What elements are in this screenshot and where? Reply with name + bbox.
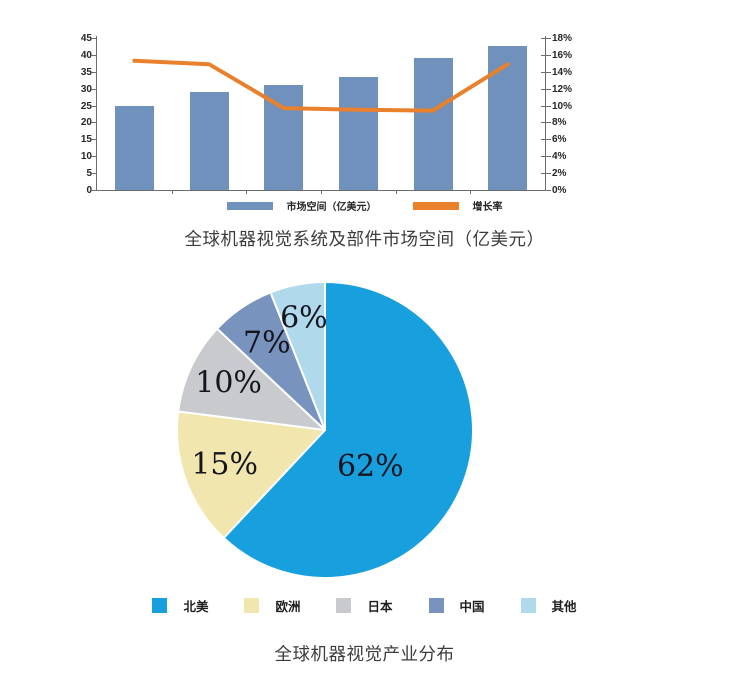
pie-legend-swatch [520,598,536,613]
right-axis-tick-mark [541,190,551,191]
legend-item: 欧洲 [244,596,300,615]
bar [114,105,154,190]
combo-chart-title: 全球机器视觉系统及部件市场空间（亿美元） [184,229,545,249]
right-y-axis-line [545,36,546,191]
pie-slice-label: 7% [243,325,291,360]
right-axis-tick-mark [541,173,551,175]
category-tick-mark [171,190,173,194]
left-axis-tick-mark [91,122,97,124]
left-axis-tick-label: 45 [80,33,92,44]
right-axis-tick-label: 0% [552,185,567,196]
right-axis-tick-mark [541,71,551,73]
category-tick-mark [246,190,248,194]
pie-slice-其他 [269,281,326,431]
right-axis-tick-label: 10% [552,100,573,112]
left-axis-tick-mark [91,88,97,90]
legend-label: 市场空间（亿美元） [286,202,377,213]
pie-slice-欧洲 [176,410,326,539]
left-axis-tick-label: 35 [80,66,92,78]
pie-chart-legend: 北美 欧洲 日本 中国 其他 [0,596,729,615]
bar [338,76,378,190]
left-axis-tick-mark [91,173,97,175]
legend-item: 北美 [152,596,208,615]
legend-item: 市场空间（亿美元） [226,198,377,213]
bar [189,92,229,190]
right-axis-tick-label: 16% [552,49,573,61]
legend-label: 日本 [367,600,393,614]
legend-label: 欧洲 [275,600,301,614]
left-axis-tick-label: 20 [80,117,92,129]
left-axis-tick-label: 25 [80,100,92,112]
pie-slice-日本 [177,327,326,431]
pie-slice-label: 62% [337,449,404,484]
right-axis-tick-mark [541,156,551,158]
right-axis-tick-label: 18% [552,33,573,44]
left-axis-tick-label: 10 [80,151,92,163]
pie-chart-title: 全球机器视觉产业分布 [274,644,455,664]
pie-slice-label: 10% [195,366,262,401]
right-axis-tick-mark [541,105,551,107]
line-legend-swatch [412,201,459,210]
legend-label: 其他 [551,600,577,614]
left-axis-tick-label: 0 [86,185,92,196]
pie-slice-北美 [222,281,474,579]
bar-legend-swatch [226,201,273,210]
legend-label: 北美 [183,600,209,614]
pie-legend-swatch [336,598,352,613]
category-tick-mark [395,190,397,194]
left-y-axis-line [96,36,97,191]
category-tick-mark [470,190,472,194]
right-axis-tick-mark [541,54,551,56]
legend-item: 其他 [520,596,577,615]
left-axis-tick-label: 15 [80,134,92,146]
pie-legend-swatch [244,598,260,613]
right-axis-tick-mark [541,139,551,141]
left-axis-tick-mark [91,156,97,158]
left-axis-tick-mark [91,190,97,191]
pie-slice-label: 6% [280,301,328,336]
right-axis-tick-mark [541,88,551,90]
growth-rate-polyline [132,58,510,113]
left-axis-tick-mark [91,105,97,107]
legend-item: 增长率 [412,198,503,213]
right-axis-tick-label: 12% [552,83,573,95]
combo-chart-legend: 市场空间（亿美元） 增长率 [0,198,729,213]
legend-item: 日本 [336,596,393,615]
category-tick-mark [321,190,322,194]
left-axis-tick-mark [91,71,97,73]
pie-slice-label: 15% [191,447,258,482]
left-axis-tick-label: 40 [80,49,92,61]
right-axis-tick-label: 6% [552,134,567,146]
left-axis-tick-mark [91,139,97,141]
left-axis-tick-mark [91,38,97,39]
right-axis-tick-label: 2% [552,168,567,180]
legend-item: 中国 [428,596,485,615]
pie-legend-swatch [152,598,168,613]
pie-legend-swatch [428,598,444,613]
legend-label: 增长率 [472,202,503,213]
left-axis-tick-mark [91,54,97,56]
right-axis-tick-mark [541,122,551,124]
combo-plot-area [97,38,545,190]
right-axis-tick-mark [541,38,551,39]
right-axis-tick-label: 8% [552,117,567,129]
left-axis-tick-label: 5 [86,168,92,180]
left-axis-tick-label: 30 [80,83,92,95]
bar [413,58,453,190]
legend-label: 中国 [459,600,485,614]
right-axis-tick-label: 14% [552,66,573,78]
right-axis-tick-label: 4% [552,151,567,163]
growth-rate-line [132,58,510,113]
pie-graphic: 62% 15% 10% 7%6% [176,281,474,579]
